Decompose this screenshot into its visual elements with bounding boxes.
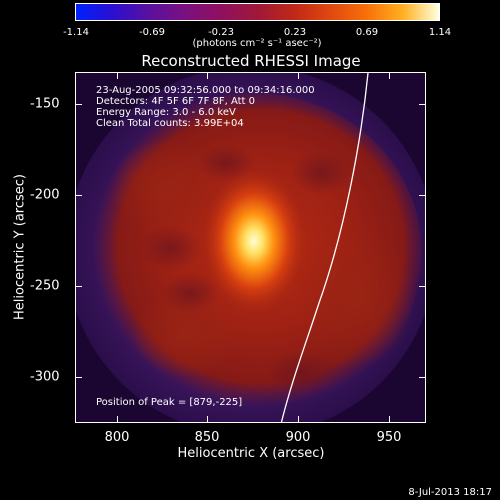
solar-limb-line [280,73,369,422]
x-tick [207,72,208,79]
x-tick [389,416,390,423]
colorbar-label: -0.23 [208,27,234,38]
y-tick-label: -150 [30,96,60,112]
energy-range-text: Energy Range: 3.0 - 6.0 keV [96,107,236,118]
colorbar-label: -1.14 [63,27,89,38]
dark-patch [291,151,351,195]
y-tick-label: -250 [30,278,60,294]
y-tick [419,104,426,105]
x-tick [298,416,299,423]
colorbar-gradient [76,4,439,20]
colorbar-label: 1.14 [428,27,452,38]
dark-patch [141,226,201,270]
y-tick [419,286,426,287]
clean-counts-text: Clean Total counts: 3.99E+04 [96,118,244,129]
emission-blob [131,288,241,378]
y-tick [75,377,82,378]
x-tick [389,72,390,79]
flare-peak [202,169,306,313]
colorbar-units: (photons cm⁻² s⁻¹ asec⁻²) [192,38,322,49]
y-tick [75,195,82,196]
timestamp: 8-Jul-2013 18:17 [408,487,492,498]
y-tick [419,377,426,378]
colorbar-label: 0.23 [283,27,307,38]
dark-patch [266,351,336,395]
y-tick-label: -200 [30,187,60,203]
y-tick [75,286,82,287]
x-tick-label: 900 [285,430,311,445]
colorbar [75,3,440,21]
detectors-text: Detectors: 4F 5F 6F 7F 8F, Att 0 [96,96,256,107]
y-tick [419,195,426,196]
x-tick [117,72,118,79]
image-panel: 23-Aug-2005 09:32:56.000 to 09:34:16.000… [75,72,426,423]
peak-position-text: Position of Peak = [879,-225] [96,397,243,408]
dark-patch [163,273,219,313]
colorbar-label: -0.69 [139,27,165,38]
x-tick-label: 800 [104,430,130,445]
colorbar-label: 0.69 [355,27,379,38]
x-tick [298,72,299,79]
x-tick [207,416,208,423]
y-tick [75,104,82,105]
y-tick-label: -300 [30,369,60,385]
x-tick-label: 950 [376,430,402,445]
emission-blob [111,138,221,238]
x-axis-title: Heliocentric X (arcsec) [177,446,325,461]
x-tick [117,416,118,423]
rhessi-image [76,73,425,422]
time-range-text: 23-Aug-2005 09:32:56.000 to 09:34:16.000 [96,85,315,96]
plot-title: Reconstructed RHESSI Image [141,52,361,70]
y-axis-title: Heliocentric Y (arcsec) [12,174,28,320]
x-tick-label: 850 [194,430,220,445]
emission-blob [296,228,416,368]
